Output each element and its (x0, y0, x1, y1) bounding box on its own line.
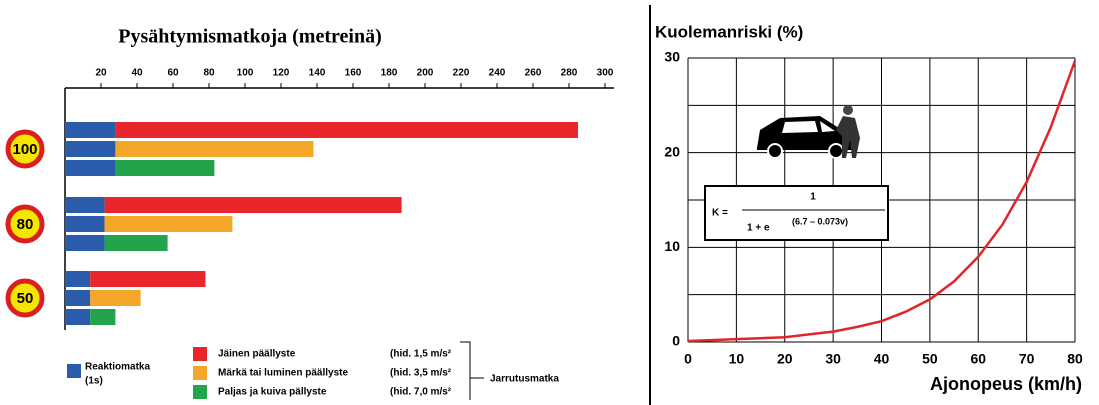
legend-label: Paljas ja kuiva pällyste (218, 387, 327, 398)
x-tick-label: 300 (597, 68, 614, 79)
y-tick-label: 0 (672, 333, 680, 349)
legend-label: Reaktiomatka (85, 362, 150, 373)
x-tick-label: 220 (453, 68, 470, 79)
car-icon (757, 105, 860, 159)
x-tick-label: 60 (970, 351, 986, 367)
x-tick-label: 50 (922, 351, 938, 367)
bar-segment (65, 235, 105, 251)
x-tick-label: 80 (203, 68, 215, 79)
bar-segment (104, 197, 402, 213)
legend-swatch (193, 347, 207, 361)
bar-segment (65, 290, 91, 306)
legend-note: (hid. 7,0 m/s² (390, 387, 452, 398)
legend-label: Jäinen päällyste (218, 349, 296, 360)
bar-segment (115, 141, 314, 157)
y-tick-label: 10 (664, 238, 680, 254)
x-tick-label: 100 (237, 68, 254, 79)
formula-box (704, 185, 889, 241)
bar-segment (65, 216, 105, 232)
x-tick-label: 70 (1019, 351, 1035, 367)
x-tick-label: 180 (381, 68, 398, 79)
bar-segment (65, 197, 105, 213)
y-tick-label: 30 (664, 49, 680, 65)
speed-sign (5, 278, 45, 318)
x-tick-label: 30 (825, 351, 841, 367)
bar-segment (90, 309, 116, 325)
bar-segment (65, 141, 116, 157)
bar-segment (90, 290, 141, 306)
category-label: 50 (17, 290, 34, 307)
legend-label: Märkä tai luminen päällyste (218, 368, 348, 379)
x-tick-label: 10 (729, 351, 745, 367)
legend-note: (1s) (85, 376, 103, 387)
x-tick-label: 80 (1067, 351, 1083, 367)
legend-note: (hid. 1,5 m/s² (390, 349, 452, 360)
x-tick-label: 260 (525, 68, 542, 79)
bar-segment (65, 160, 116, 176)
x-tick-label: 120 (273, 68, 290, 79)
legend-swatch (193, 385, 207, 399)
speed-sign (5, 204, 45, 244)
x-tick-label: 40 (131, 68, 143, 79)
bar-segment (65, 271, 91, 287)
chart-title: Pysähtymismatkoja (metreinä) (118, 26, 381, 48)
x-tick-label: 160 (345, 68, 362, 79)
x-tick-label: 20 (95, 68, 107, 79)
bar-segment (90, 271, 206, 287)
line-series (687, 60, 1077, 343)
formula-base: 1 + e (747, 223, 770, 234)
formula-exponent: (6.7 – 0.073v) (792, 216, 848, 226)
bar-segment (65, 122, 116, 138)
bar-segment (104, 216, 233, 232)
legend-swatch (193, 366, 207, 380)
group-label: Jarrutusmatka (490, 374, 559, 385)
bar-segment (104, 235, 168, 251)
category-label: 100 (12, 141, 37, 158)
bar-segment (115, 160, 215, 176)
x-tick-label: 40 (874, 351, 890, 367)
legend-swatch (67, 364, 81, 378)
y-tick-label: 20 (664, 143, 680, 159)
bar-segment (115, 122, 579, 138)
x-tick-label: 140 (309, 68, 326, 79)
formula-lhs: K = (712, 208, 728, 219)
bar-segment (65, 309, 91, 325)
x-axis-label: Ajonopeus (km/h) (930, 374, 1082, 394)
category-label: 80 (17, 216, 34, 233)
legend-bracket (460, 341, 484, 400)
x-tick-label: 20 (777, 351, 793, 367)
x-tick-label: 280 (561, 68, 578, 79)
formula-numerator: 1 (810, 192, 816, 203)
x-tick-label: 60 (167, 68, 179, 79)
x-tick-label: 240 (489, 68, 506, 79)
x-tick-label: 200 (417, 68, 434, 79)
legend-note: (hid. 3,5 m/s² (390, 368, 452, 379)
chart-title: Kuolemanriski (%) (655, 22, 803, 41)
x-tick-label: 0 (684, 351, 692, 367)
speed-sign (5, 129, 45, 169)
